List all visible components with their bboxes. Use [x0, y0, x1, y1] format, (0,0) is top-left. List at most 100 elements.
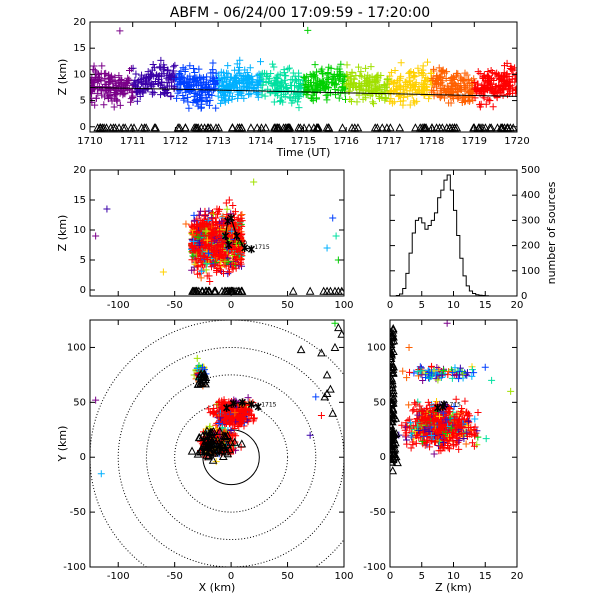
- station-marker: [390, 466, 398, 475]
- source-point: [215, 82, 223, 90]
- source-point: [403, 440, 411, 448]
- source-point: [206, 96, 214, 104]
- source-point: [468, 372, 476, 380]
- time-height-xtick-label: 1719: [462, 136, 487, 147]
- source-point: [406, 101, 414, 109]
- source-point: [250, 84, 258, 92]
- source-point: [206, 409, 214, 417]
- source-point: [267, 88, 275, 96]
- time-height-xtick-label: 1710: [77, 136, 102, 147]
- source-point: [414, 423, 422, 431]
- station-marker: [215, 426, 225, 435]
- source-point: [237, 255, 245, 263]
- source-point: [406, 419, 414, 427]
- histogram-ytick-label: 300: [521, 215, 540, 226]
- station-marker: [207, 438, 216, 447]
- source-point: [149, 61, 157, 69]
- source-point: [489, 69, 497, 77]
- source-point: [226, 268, 234, 276]
- source-point: [306, 431, 314, 439]
- source-point: [195, 232, 203, 240]
- source-point: [323, 74, 331, 82]
- source-point: [428, 362, 436, 370]
- source-point: [93, 69, 101, 77]
- source-point: [218, 410, 226, 418]
- source-point: [408, 91, 416, 99]
- source-point: [167, 92, 175, 100]
- station-marker: [227, 123, 237, 132]
- source-point: [101, 93, 109, 101]
- x-z-xtick-label: 100: [334, 300, 353, 311]
- source-point: [367, 63, 375, 71]
- source-point: [219, 88, 227, 96]
- source-point: [335, 94, 343, 102]
- x-z-xtick-label: -100: [107, 300, 130, 311]
- source-point: [285, 64, 293, 72]
- source-point: [477, 100, 485, 108]
- z-y-xtick-label: 15: [479, 571, 492, 582]
- source-point: [217, 99, 225, 107]
- source-point: [454, 435, 462, 443]
- source-point: [403, 87, 411, 95]
- source-point: [224, 62, 232, 70]
- time-height-xtick-label: 1715: [291, 136, 316, 147]
- source-point: [419, 70, 427, 78]
- station-marker: [299, 123, 309, 132]
- source-point: [296, 82, 304, 90]
- station-marker: [230, 437, 240, 446]
- source-point: [440, 85, 448, 93]
- x-z-ytick-label: 10: [73, 225, 86, 236]
- source-point: [449, 437, 457, 445]
- range-ring: [145, 374, 317, 541]
- source-point: [240, 94, 248, 102]
- source-point: [455, 84, 463, 92]
- source-point: [405, 69, 413, 77]
- source-point: [409, 407, 417, 415]
- source-point: [305, 85, 313, 93]
- source-point: [234, 94, 242, 102]
- source-point: [90, 85, 98, 93]
- station-marker: [390, 376, 395, 385]
- station-marker: [391, 429, 401, 438]
- source-point: [182, 88, 190, 96]
- z-y-ytick-label: 100: [367, 342, 386, 353]
- source-point: [209, 209, 217, 217]
- station-marker: [102, 123, 111, 132]
- source-point: [480, 81, 488, 89]
- source-point: [204, 254, 212, 262]
- source-point: [205, 207, 213, 215]
- source-point: [421, 426, 429, 434]
- source-point: [301, 74, 309, 82]
- station-marker: [337, 329, 344, 338]
- source-point: [248, 77, 256, 85]
- source-point: [235, 69, 243, 77]
- source-point: [171, 75, 179, 83]
- source-point: [232, 79, 240, 87]
- source-point: [214, 92, 222, 100]
- station-marker: [390, 387, 397, 396]
- time-height-xtick-label: 1711: [120, 136, 145, 147]
- source-point: [440, 94, 448, 102]
- source-point: [440, 437, 448, 445]
- source-point: [483, 78, 491, 86]
- source-point: [411, 399, 419, 407]
- station-marker: [337, 286, 344, 295]
- source-point: [277, 77, 285, 85]
- source-point: [220, 257, 228, 265]
- source-point: [155, 76, 163, 84]
- source-point: [458, 430, 466, 438]
- source-point: [499, 85, 507, 93]
- source-point: [170, 73, 178, 81]
- source-point: [439, 435, 447, 443]
- source-point: [201, 83, 209, 91]
- source-point: [409, 441, 417, 449]
- source-point: [382, 94, 390, 102]
- source-point: [441, 444, 449, 452]
- source-point: [194, 255, 202, 263]
- source-point: [185, 79, 193, 87]
- source-point: [124, 74, 132, 82]
- source-point: [311, 61, 319, 69]
- station-marker: [221, 432, 231, 441]
- source-point: [463, 408, 471, 416]
- source-point: [466, 88, 474, 96]
